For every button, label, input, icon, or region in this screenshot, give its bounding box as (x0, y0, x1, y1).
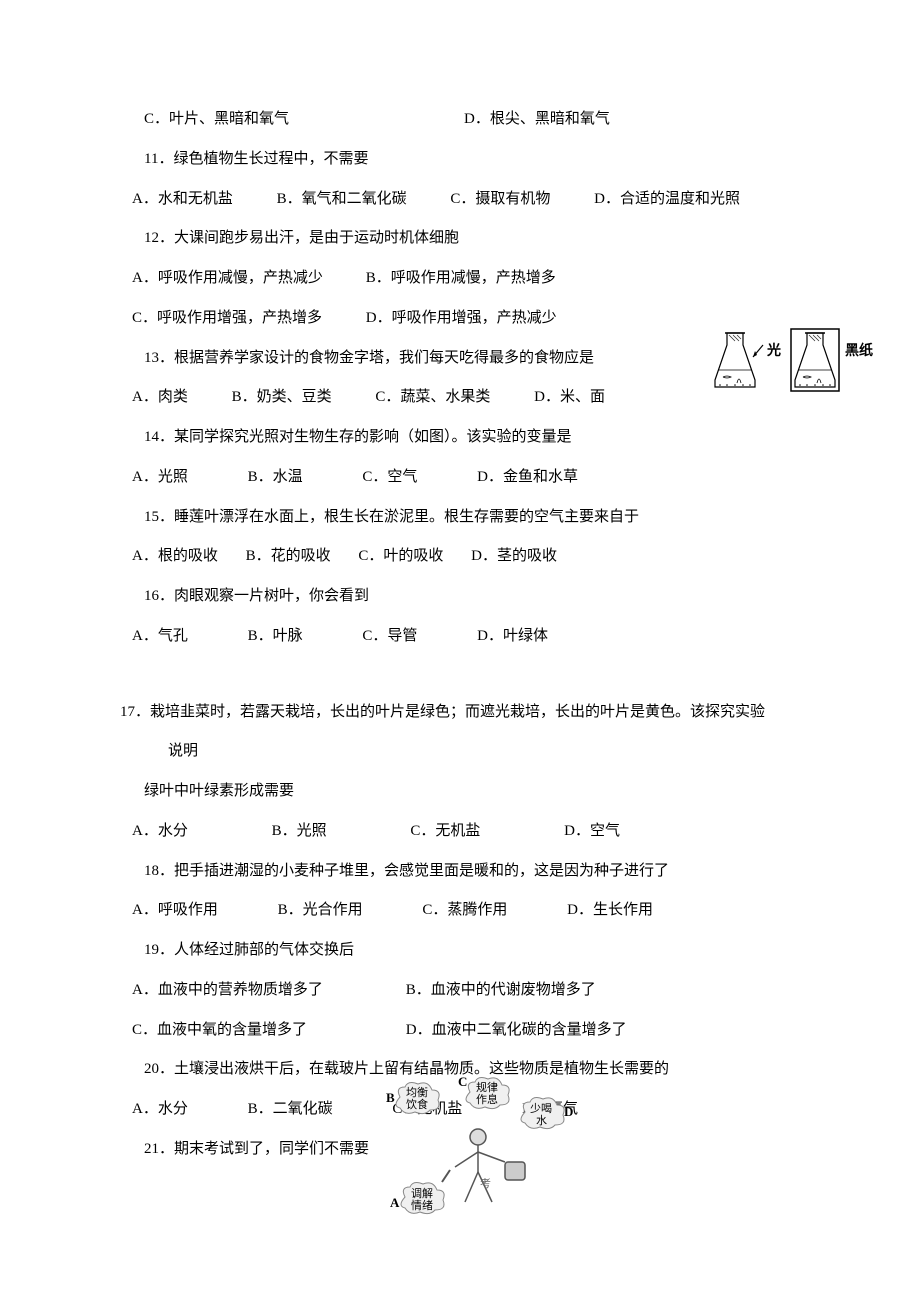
q14-opt-b: B．水温 (248, 458, 303, 498)
cloud-b-icon: 均衡 饮食 (396, 1083, 439, 1114)
cloud-b-text2: 饮食 (406, 1097, 428, 1111)
q12-opt-b: B．呼吸作用减慢，产热增多 (366, 270, 556, 286)
q15-opt-c: C．叶的吸收 (358, 537, 443, 577)
q17-stem-3: 绿叶中叶绿素形成需要 (120, 772, 800, 812)
q18-options: A．呼吸作用 B．光合作用 C．蒸腾作用 D．生长作用 (120, 891, 800, 931)
cloud-d-text2: 水 (536, 1114, 547, 1127)
q12-stem: 12．大课间跑步易出汗，是由于运动时机体细胞 (120, 219, 800, 259)
q16-opt-c: C．导管 (362, 617, 417, 657)
cloud-b-text1: 均衡 (406, 1086, 428, 1099)
q19-opt-a: A．血液中的营养物质增多了 (132, 971, 402, 1011)
q11-opt-d: D．合适的温度和光照 (594, 191, 740, 207)
cloud-c-text2: 作息 (476, 1092, 498, 1106)
q11-options: A．水和无机盐 B．氧气和二氧化碳 C．摄取有机物 D．合适的温度和光照 (120, 180, 800, 220)
cloud-d-text1: 少喝 (530, 1102, 552, 1115)
q14-stem: 14．某同学探究光照对生物生存的影响（如图）。该实验的变量是 (120, 418, 800, 458)
q17-opt-b: B．光照 (272, 812, 327, 852)
cloud-d-icon: 少喝 水 (521, 1098, 564, 1129)
q14-opt-d: D．金鱼和水草 (477, 469, 578, 485)
q19-stem: 19．人体经过肺部的气体交换后 (120, 931, 800, 971)
q13-opt-d: D．米、面 (534, 389, 605, 405)
q19-opt-b: B．血液中的代谢废物增多了 (406, 982, 596, 998)
q15-opt-d: D．茎的吸收 (471, 548, 557, 564)
label-d: D (564, 1104, 573, 1119)
student-figure-icon (442, 1129, 525, 1202)
cloud-a-text2: 情绪 (411, 1198, 433, 1212)
q12-opt-c: C．呼吸作用增强，产热增多 (132, 299, 362, 339)
q15-opt-b: B．花的吸收 (246, 537, 331, 577)
q16-opt-b: B．叶脉 (248, 617, 303, 657)
q16-stem: 16．肉眼观察一片树叶，你会看到 (120, 577, 800, 617)
spacer (120, 657, 800, 693)
q18-opt-d: D．生长作用 (567, 902, 653, 918)
q19-opt-d: D．血液中二氧化碳的含量增多了 (406, 1022, 627, 1038)
q16-opt-d: D．叶绿体 (477, 628, 548, 644)
q18-stem: 18．把手插进潮湿的小麦种子堆里，会感觉里面是暖和的，这是因为种子进行了 (120, 852, 800, 892)
q21-student-diagram: 均衡 饮食 B 规律 作息 C 少喝 水 D 调解 情绪 A (370, 1072, 580, 1237)
q13-opt-a: A．肉类 (132, 378, 188, 418)
q10-opt-c: C．叶片、黑暗和氧气 (144, 100, 464, 140)
q12-options-cd: C．呼吸作用增强，产热增多 D．呼吸作用增强，产热减少 (120, 299, 800, 339)
cloud-c-text1: 规律 (476, 1080, 498, 1094)
label-c: C (458, 1074, 467, 1089)
q14-opt-a: A．光照 (132, 458, 188, 498)
q19-options-cd: C．血液中氧的含量增多了 D．血液中二氧化碳的含量增多了 (120, 1011, 800, 1051)
q17-stem-1: 17．栽培韭菜时，若露天栽培，长出的叶片是绿色；而遮光栽培，长出的叶片是黄色。该… (120, 693, 800, 733)
q13-opt-b: B．奶类、豆类 (232, 378, 332, 418)
q16-options: A．气孔 B．叶脉 C．导管 D．叶绿体 (120, 617, 800, 657)
q12-options-ab: A．呼吸作用减慢，产热减少 B．呼吸作用减慢，产热增多 (120, 259, 800, 299)
q20-opt-b: B．二氧化碳 (248, 1090, 333, 1130)
q15-opt-a: A．根的吸收 (132, 537, 218, 577)
q18-opt-a: A．呼吸作用 (132, 891, 218, 931)
q15-options: A．根的吸收 B．花的吸收 C．叶的吸收 D．茎的吸收 (120, 537, 800, 577)
light-arrow-icon (753, 345, 763, 357)
cloud-a-text1: 调解 (411, 1186, 433, 1200)
q11-opt-b: B．氧气和二氧化碳 (277, 180, 407, 220)
q13-stem: 13．根据营养学家设计的食物金字塔，我们每天吃得最多的食物应是 (120, 339, 800, 379)
q13-options: A．肉类 B．奶类、豆类 C．蔬菜、水果类 D．米、面 (120, 378, 800, 418)
q12-opt-a: A．呼吸作用减慢，产热减少 (132, 259, 362, 299)
q11-opt-a: A．水和无机盐 (132, 180, 233, 220)
light-label: 光 (766, 342, 781, 359)
q19-opt-c: C．血液中氧的含量增多了 (132, 1011, 402, 1051)
q17-options: A．水分 B．光照 C．无机盐 D．空气 (120, 812, 800, 852)
exam-label: 考 (480, 1177, 491, 1190)
q14-opt-c: C．空气 (362, 458, 417, 498)
q13-opt-c: C．蔬菜、水果类 (375, 378, 490, 418)
q14-options: A．光照 B．水温 C．空气 D．金鱼和水草 (120, 458, 800, 498)
q20-opt-a: A．水分 (132, 1090, 188, 1130)
document-content: C．叶片、黑暗和氧气 D．根尖、黑暗和氧气 11．绿色植物生长过程中，不需要 A… (120, 100, 800, 1170)
q15-stem: 15．睡莲叶漂浮在水面上，根生长在淤泥里。根生存需要的空气主要来自于 (120, 498, 800, 538)
cloud-a-icon: 调解 情绪 (401, 1183, 444, 1214)
q12-opt-d: D．呼吸作用增强，产热减少 (366, 310, 557, 326)
q10-options-cd: C．叶片、黑暗和氧气 D．根尖、黑暗和氧气 (120, 100, 800, 140)
q18-opt-b: B．光合作用 (278, 891, 363, 931)
q18-opt-c: C．蒸腾作用 (422, 891, 507, 931)
label-b: B (386, 1090, 395, 1105)
label-a: A (390, 1195, 400, 1210)
q11-stem: 11．绿色植物生长过程中，不需要 (120, 140, 800, 180)
flask-dark-icon (795, 333, 835, 387)
q11-opt-c: C．摄取有机物 (450, 180, 550, 220)
cloud-c-icon: 规律 作息 (466, 1078, 509, 1109)
flask-light-icon (715, 333, 755, 387)
q10-opt-d: D．根尖、黑暗和氧气 (464, 100, 610, 140)
q17-opt-a: A．水分 (132, 812, 188, 852)
q17-opt-c: C．无机盐 (410, 812, 480, 852)
q16-opt-a: A．气孔 (132, 617, 188, 657)
black-paper-label: 黑纸 (845, 342, 873, 359)
q17-opt-d: D．空气 (564, 823, 620, 839)
q19-options-ab: A．血液中的营养物质增多了 B．血液中的代谢废物增多了 (120, 971, 800, 1011)
q17-stem-2: 说明 (120, 732, 800, 772)
flask-experiment-diagram: 光 黑纸 (705, 325, 880, 415)
black-paper-box-icon (791, 329, 839, 391)
